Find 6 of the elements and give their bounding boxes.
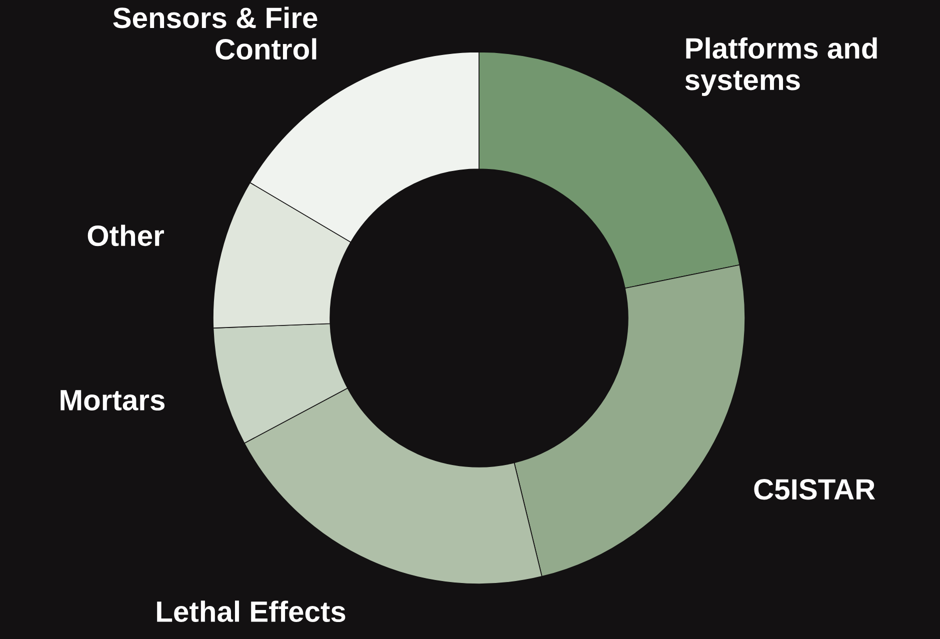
slice-label: Platforms and systems <box>685 37 877 96</box>
slice-label: Mortars <box>60 390 165 410</box>
slice-label: Lethal Effects <box>157 600 346 622</box>
slice-label: C5ISTAR <box>754 479 876 500</box>
slice-label: Sensors & Fire Control <box>113 6 318 60</box>
slice-label: Other <box>88 224 164 246</box>
